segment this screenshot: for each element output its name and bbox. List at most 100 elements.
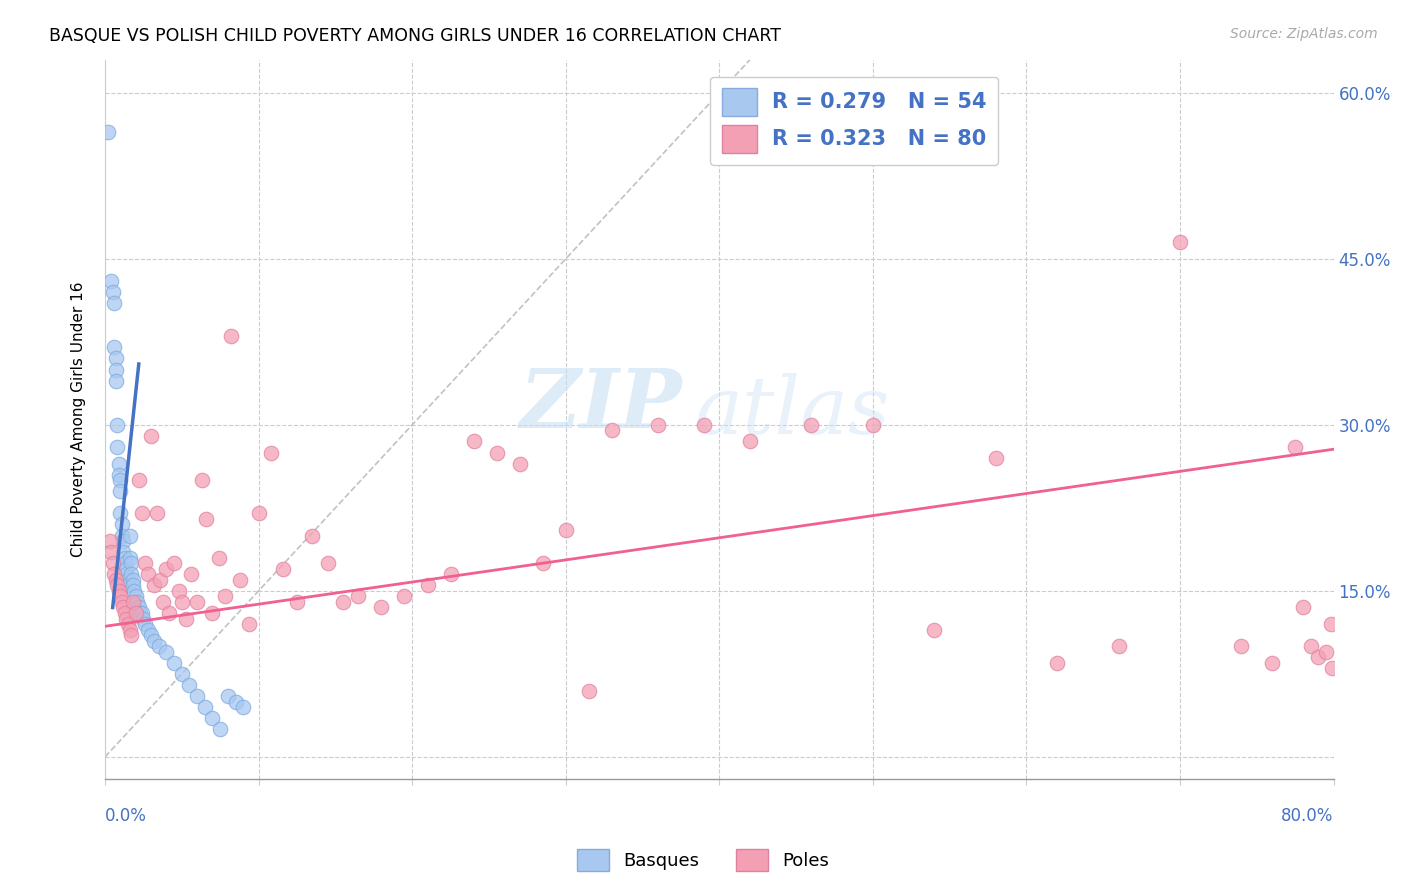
Point — [136, 623, 159, 637]
Point — [104, 351, 127, 366]
Text: Source: ZipAtlas.com: Source: ZipAtlas.com — [1230, 27, 1378, 41]
Point — [1108, 639, 1130, 653]
Point — [186, 689, 208, 703]
Point — [247, 507, 270, 521]
Point — [103, 296, 125, 310]
Point — [232, 700, 254, 714]
Point — [101, 285, 124, 299]
Point — [1046, 656, 1069, 670]
Point — [209, 723, 232, 737]
Point — [131, 606, 153, 620]
Point — [201, 606, 224, 620]
Point — [159, 606, 181, 620]
Point — [139, 628, 162, 642]
Point — [316, 556, 339, 570]
Point — [194, 700, 217, 714]
Point — [301, 528, 323, 542]
Point — [112, 545, 135, 559]
Point — [100, 274, 122, 288]
Point — [111, 517, 134, 532]
Point — [217, 689, 239, 703]
Point — [125, 606, 148, 620]
Point — [195, 512, 218, 526]
Point — [110, 507, 132, 521]
Point — [1315, 645, 1337, 659]
Point — [347, 590, 370, 604]
Point — [531, 556, 554, 570]
Point — [114, 606, 136, 620]
Point — [110, 473, 132, 487]
Y-axis label: Child Poverty Among Girls Under 16: Child Poverty Among Girls Under 16 — [72, 282, 86, 558]
Point — [554, 523, 576, 537]
Point — [693, 417, 716, 432]
Point — [104, 374, 127, 388]
Point — [332, 595, 354, 609]
Point — [509, 457, 531, 471]
Point — [485, 445, 508, 459]
Point — [1299, 639, 1322, 653]
Point — [370, 600, 392, 615]
Point — [176, 611, 198, 625]
Point — [170, 667, 193, 681]
Point — [98, 534, 121, 549]
Point — [152, 595, 174, 609]
Point — [120, 556, 142, 570]
Point — [110, 590, 132, 604]
Point — [271, 562, 294, 576]
Point — [108, 467, 131, 482]
Point — [738, 434, 761, 449]
Point — [111, 595, 134, 609]
Point — [862, 417, 884, 432]
Point — [394, 590, 416, 604]
Point — [108, 457, 131, 471]
Point — [1292, 600, 1315, 615]
Point — [170, 595, 193, 609]
Point — [1230, 639, 1253, 653]
Point — [103, 340, 125, 354]
Point — [143, 578, 166, 592]
Point — [103, 567, 125, 582]
Point — [463, 434, 485, 449]
Point — [155, 562, 177, 576]
Point — [201, 711, 224, 725]
Text: 0.0%: 0.0% — [105, 806, 146, 825]
Text: ZIP: ZIP — [520, 365, 682, 445]
Point — [118, 623, 141, 637]
Point — [118, 550, 141, 565]
Point — [105, 440, 128, 454]
Point — [924, 623, 946, 637]
Point — [105, 417, 128, 432]
Point — [180, 567, 202, 582]
Point — [155, 645, 177, 659]
Point — [578, 683, 600, 698]
Point — [139, 429, 162, 443]
Point — [148, 639, 170, 653]
Text: BASQUE VS POLISH CHILD POVERTY AMONG GIRLS UNDER 16 CORRELATION CHART: BASQUE VS POLISH CHILD POVERTY AMONG GIR… — [49, 27, 782, 45]
Point — [110, 484, 132, 499]
Point — [121, 578, 143, 592]
Point — [125, 590, 148, 604]
Point — [112, 600, 135, 615]
Point — [132, 611, 155, 625]
Point — [439, 567, 461, 582]
Point — [117, 573, 139, 587]
Point — [1308, 650, 1330, 665]
Point — [108, 583, 131, 598]
Point — [118, 528, 141, 542]
Point — [105, 578, 128, 592]
Point — [163, 556, 186, 570]
Point — [238, 617, 260, 632]
Point — [112, 534, 135, 549]
Point — [260, 445, 283, 459]
Point — [104, 362, 127, 376]
Point — [127, 595, 149, 609]
Point — [647, 417, 669, 432]
Point — [149, 573, 172, 587]
Point — [225, 695, 247, 709]
Point — [167, 583, 190, 598]
Point — [121, 573, 143, 587]
Point — [120, 567, 142, 582]
Point — [214, 590, 236, 604]
Point — [800, 417, 823, 432]
Point — [285, 595, 308, 609]
